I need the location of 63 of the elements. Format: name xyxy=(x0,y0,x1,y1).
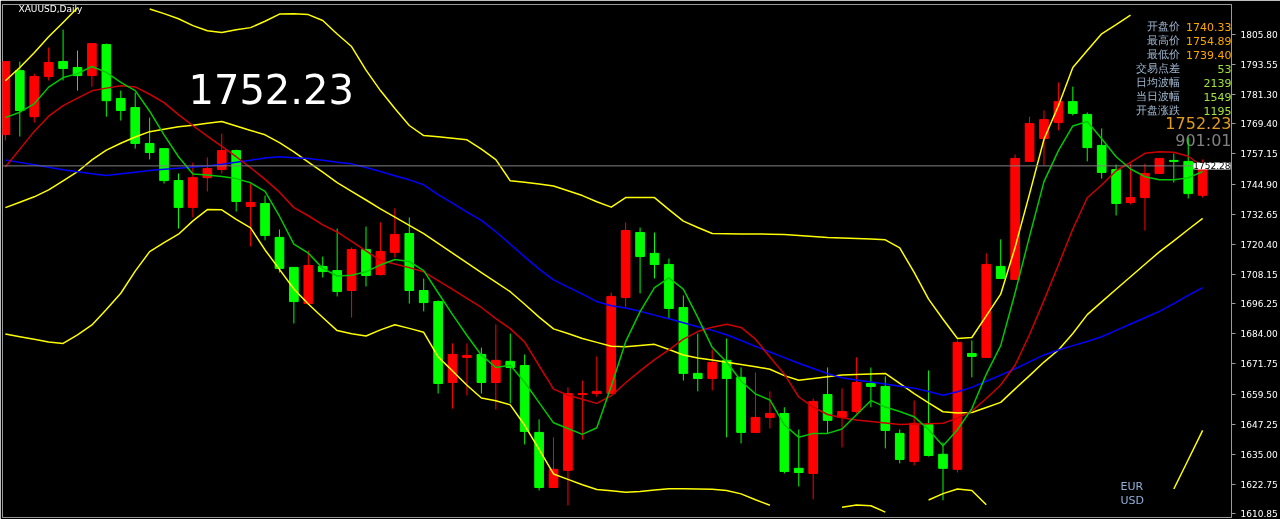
annotation: 2139 xyxy=(1203,76,1232,90)
y-tick-label: 1696.25 xyxy=(1240,299,1278,310)
annotation: 1752.23 xyxy=(188,66,354,113)
candlestick xyxy=(548,436,559,488)
y-tick-label: 1647.25 xyxy=(1240,419,1278,430)
candlestick xyxy=(765,390,775,429)
annotation: 开盘价 xyxy=(1146,20,1180,33)
candlestick xyxy=(144,117,155,160)
candlestick xyxy=(577,380,588,441)
ref-line-label: 1752.28 xyxy=(1193,161,1231,172)
annotation: 最低价 xyxy=(1146,48,1180,61)
y-tick-label: 1708.15 xyxy=(1240,269,1278,280)
candlestick xyxy=(1125,163,1136,205)
annotation: 1195 xyxy=(1203,104,1232,118)
y-tick-label: 1757.15 xyxy=(1240,149,1278,160)
y-tick-label: 1622.75 xyxy=(1240,479,1278,490)
candlestick xyxy=(245,183,256,247)
annotation: 1740.33 xyxy=(1186,20,1232,34)
y-tick-label: 1635.00 xyxy=(1240,449,1278,460)
candlestick xyxy=(491,323,501,411)
candlestick xyxy=(115,90,126,122)
candlestick xyxy=(995,238,1006,279)
candlestick xyxy=(418,277,429,312)
candlestick xyxy=(866,366,876,408)
candlestick xyxy=(938,441,948,501)
candlestick xyxy=(462,342,472,397)
candlestick xyxy=(692,333,703,392)
candlestick xyxy=(332,228,342,297)
candlestick xyxy=(793,428,804,488)
y-tick-label: 1659.50 xyxy=(1240,389,1278,400)
text: 53 xyxy=(1217,62,1232,76)
y-tick-label: 1720.40 xyxy=(1240,239,1278,250)
y-tick-label: 1671.75 xyxy=(1240,359,1278,370)
candlestick xyxy=(1168,153,1179,184)
annotation: 1549 xyxy=(1203,90,1232,104)
candlestick xyxy=(58,29,68,81)
y-tick-label: 1781.30 xyxy=(1240,90,1278,101)
candlestick xyxy=(390,207,400,259)
y-tick-label: 1744.90 xyxy=(1240,179,1278,190)
candlestick xyxy=(649,231,660,279)
candlestick xyxy=(1039,109,1049,167)
annotation: 日均波幅 xyxy=(1135,76,1180,89)
candlestick xyxy=(967,339,977,378)
annotation: 交易点差 xyxy=(1135,62,1180,75)
annotation: 开盘涨跌 xyxy=(1135,104,1180,117)
candlestick xyxy=(707,349,718,391)
annotation: 1739.40 xyxy=(1186,48,1232,62)
annotation: USD xyxy=(1120,494,1145,507)
y-tick-label: 1793.55 xyxy=(1240,59,1278,70)
y-tick-label: 1805.80 xyxy=(1240,29,1278,40)
annotation: 当日波幅 xyxy=(1135,90,1180,103)
candlestick xyxy=(43,47,54,81)
y-tick-label: 1684.00 xyxy=(1240,329,1278,340)
annotation: 最高价 xyxy=(1146,34,1180,47)
candlestick xyxy=(1068,86,1078,116)
candlestick xyxy=(591,355,602,397)
annotation: EUR xyxy=(1120,480,1144,493)
candlestick xyxy=(750,371,761,433)
y-tick-label: 1732.65 xyxy=(1240,209,1278,220)
y-tick-label: 1610.85 xyxy=(1240,509,1278,519)
annotation: 1754.89 xyxy=(1186,34,1232,48)
y-tick-label: 1769.40 xyxy=(1240,119,1278,130)
chart-title: XAUUSD,Daily xyxy=(18,3,83,14)
